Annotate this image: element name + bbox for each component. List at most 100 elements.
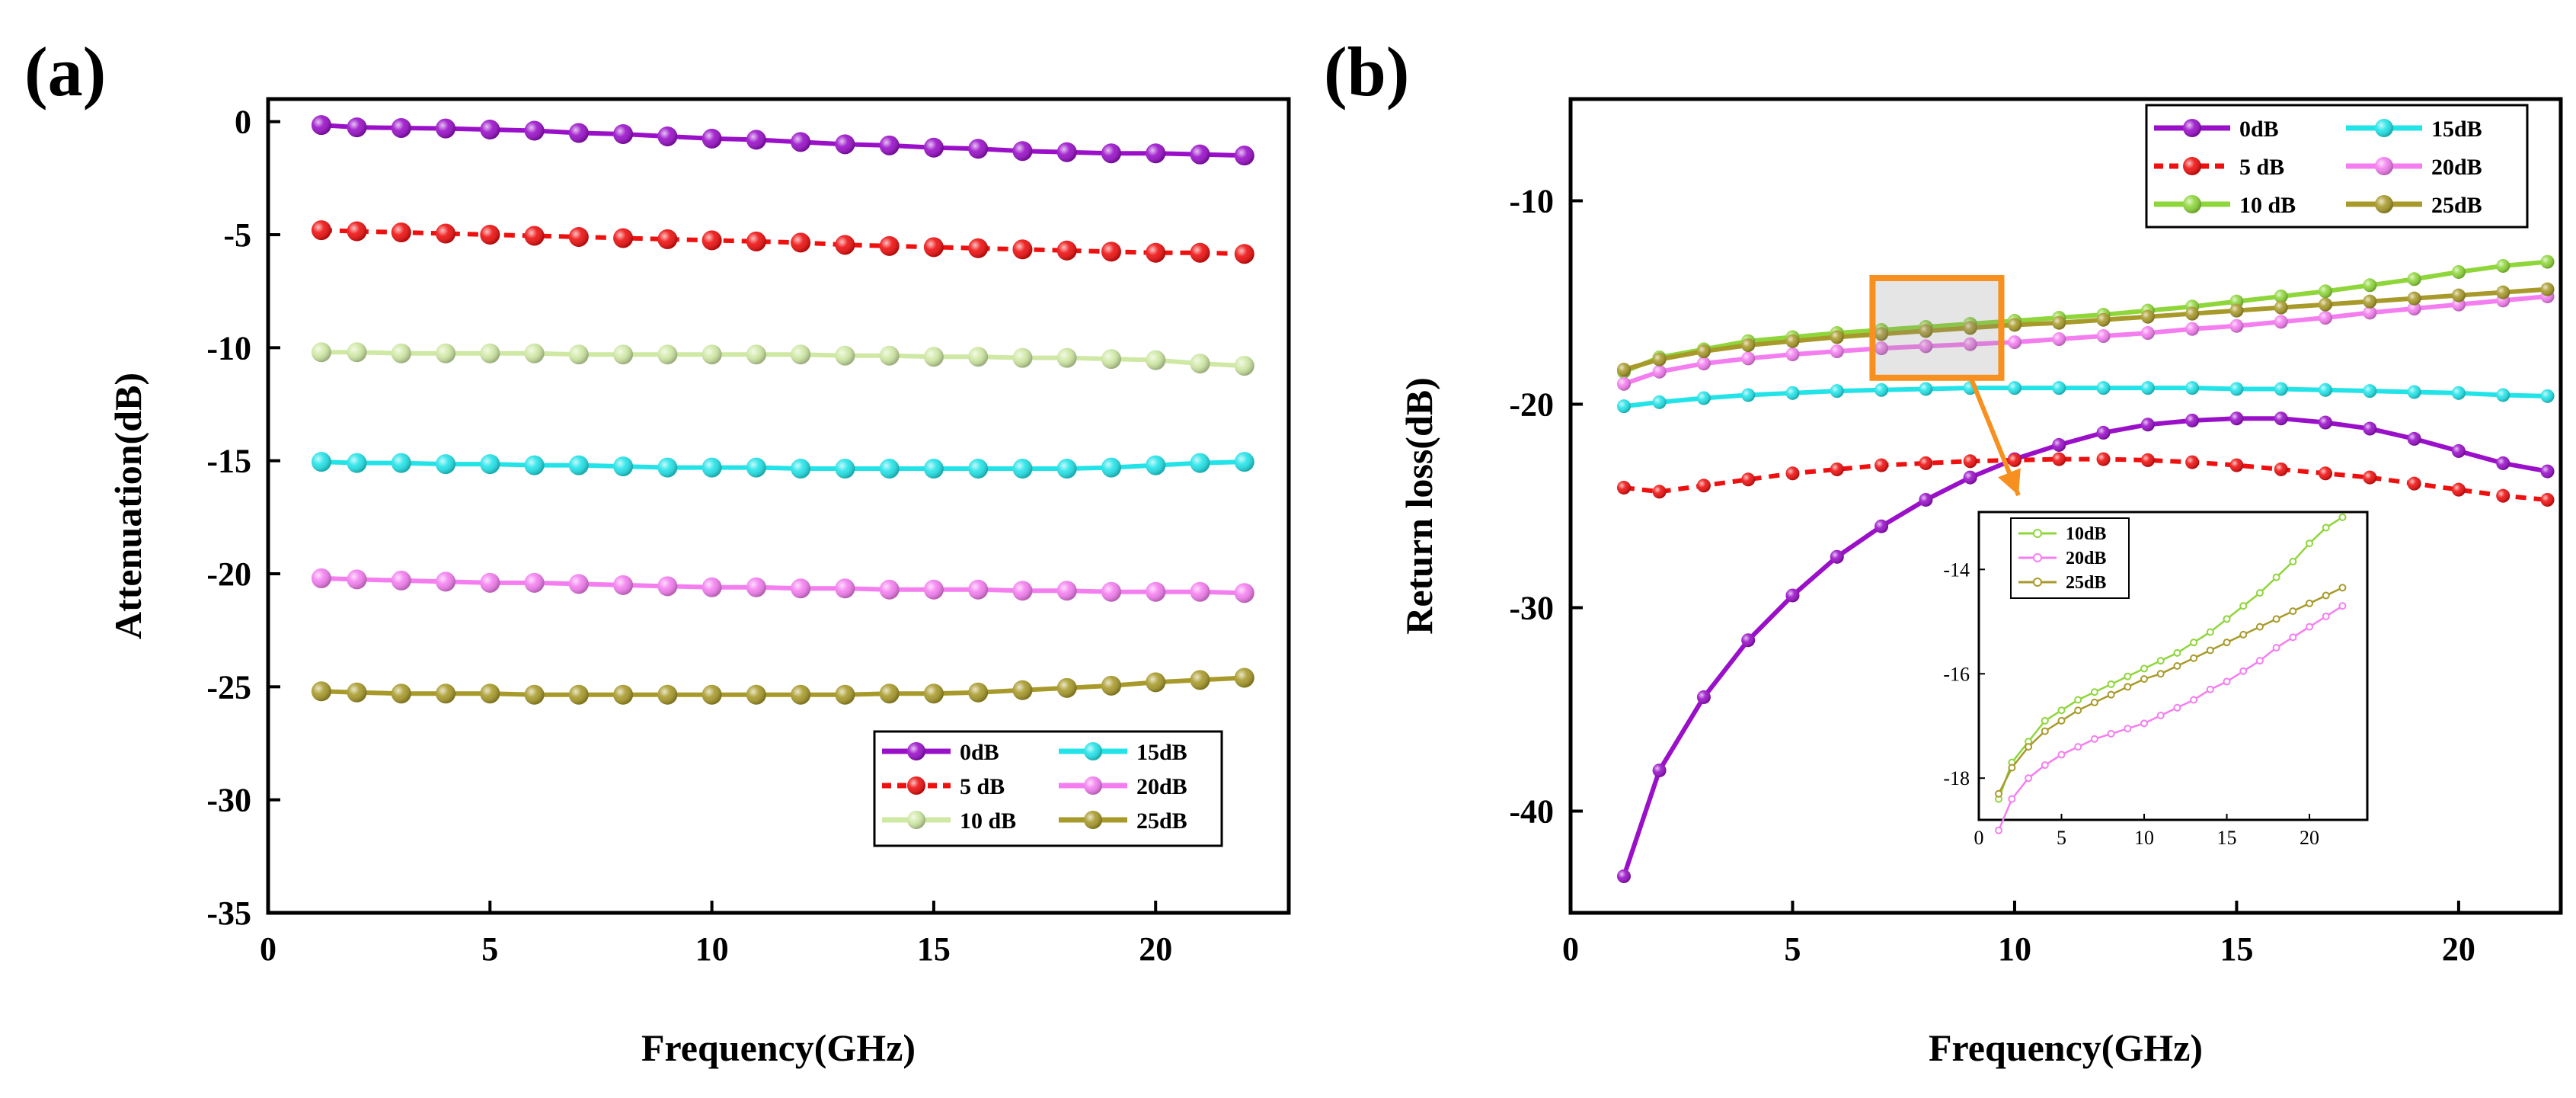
panel-a-data-point-shine bbox=[568, 684, 589, 705]
panel-a-data-point-shine bbox=[923, 237, 944, 258]
inset-data-point bbox=[2306, 623, 2314, 631]
panel-b-data-point-shine bbox=[1963, 321, 1977, 335]
panel-b-data-point-shine bbox=[2407, 272, 2421, 287]
panel-a-y-tick-label: -30 bbox=[206, 782, 251, 819]
panel-b-data-point-shine bbox=[2540, 389, 2555, 403]
panel-b-series-line bbox=[1622, 416, 2549, 877]
inset-data-point bbox=[2140, 719, 2149, 728]
panel-b-data-point-shine bbox=[2096, 425, 2111, 440]
panel-a-data-point-shine bbox=[835, 578, 855, 599]
inset-data-point bbox=[2041, 716, 2049, 725]
panel-a-data-point-shine bbox=[568, 455, 589, 475]
panel-b-data-point-shine bbox=[1696, 344, 1711, 359]
panel-b-data-point-shine bbox=[1696, 690, 1711, 704]
panel-a-data-point-shine bbox=[1012, 680, 1033, 700]
legend-label-25dB: 25dB bbox=[1136, 808, 1187, 834]
panel-b-zoom-box bbox=[1869, 274, 2021, 497]
panel-b-data-point-shine bbox=[2363, 306, 2377, 320]
panel-a-x-tick-label: 10 bbox=[695, 930, 729, 968]
panel-a-data-point-shine bbox=[1056, 459, 1077, 479]
panel-a-data-point-shine bbox=[835, 134, 855, 155]
inset-data-point bbox=[2173, 703, 2181, 712]
panel-a-data-point-shine bbox=[923, 137, 944, 158]
panel-b-data-point-shine bbox=[2496, 258, 2510, 273]
panel-b-data-point-shine bbox=[2007, 381, 2021, 395]
inset-data-point bbox=[2090, 688, 2098, 696]
inset-data-point bbox=[2124, 725, 2132, 733]
inset-data-point bbox=[2090, 698, 2098, 706]
legend-marker-shine bbox=[907, 811, 925, 829]
legend-marker-shine bbox=[2375, 157, 2393, 175]
panel-a-data-point-shine bbox=[702, 230, 722, 251]
inset-data-point bbox=[2025, 774, 2033, 783]
panel-a-data-point-shine bbox=[391, 117, 411, 138]
panel-b-data-point-shine bbox=[2451, 264, 2466, 279]
inset-data-point bbox=[2041, 761, 2049, 770]
panel-b-data-point-shine bbox=[2274, 462, 2288, 476]
panel-a-data-point-shine bbox=[835, 345, 855, 366]
panel-a-data-point-shine bbox=[1190, 144, 1210, 165]
panel-b-chart: (b) -10 -20 -30 -40 0 5 10 15 20 Frequency(GHz)… bbox=[1324, 33, 2563, 1069]
panel-b-data-point-shine bbox=[2407, 476, 2421, 491]
panel-a-x-axis: 0 5 10 15 20 bbox=[260, 901, 1172, 968]
panel-b-data-point-shine bbox=[1696, 357, 1711, 371]
legend-marker-shine bbox=[1084, 811, 1102, 829]
panel-a-data-point-shine bbox=[923, 683, 944, 704]
inset-data-point bbox=[2223, 615, 2231, 623]
panel-b-legend: 0dB 5 dB 10 dB 15dB 20dB 25dB bbox=[2145, 104, 2529, 229]
panel-a-y-tick-label: -10 bbox=[206, 329, 251, 367]
legend-marker-shine bbox=[2375, 195, 2393, 213]
panel-a-data-point-shine bbox=[311, 452, 331, 472]
panel-b-data-point-shine bbox=[2052, 332, 2066, 347]
panel-a-data-point-shine bbox=[1012, 239, 1033, 260]
panel-b-data-point-shine bbox=[1785, 588, 1800, 603]
panel-b-data-point-shine bbox=[1741, 633, 1756, 648]
panel-a-data-point-shine bbox=[568, 344, 589, 365]
zoom-arrow-head bbox=[1998, 468, 2021, 495]
panel-b-label: (b) bbox=[1324, 33, 1409, 110]
inset-series-line bbox=[1997, 516, 2344, 800]
panel-a-data-point-shine bbox=[746, 344, 766, 365]
inset-data-point bbox=[2289, 607, 2297, 616]
panel-b-data-point-shine bbox=[1741, 338, 1756, 353]
panel-a-data-point-shine bbox=[1146, 350, 1166, 370]
panel-b-data-point-shine bbox=[2274, 382, 2288, 396]
inset-data-point bbox=[2008, 795, 2016, 803]
panel-b-series-line bbox=[1622, 294, 2548, 386]
panel-b-data-point-shine bbox=[2229, 411, 2244, 426]
panel-b-x-tick-label: 10 bbox=[1998, 930, 2031, 968]
panel-b-data-point-shine bbox=[1919, 382, 1933, 396]
panel-a-data-point-shine bbox=[746, 130, 766, 150]
panel-b-y-tick-label: -10 bbox=[1509, 183, 1554, 220]
panel-b-data-point-shine bbox=[2363, 294, 2377, 309]
panel-a-data-point-shine bbox=[746, 231, 766, 251]
inset-data-point bbox=[2074, 706, 2082, 715]
panel-b-data-point-shine bbox=[2496, 456, 2510, 470]
panel-b-inset: -14 -16 -18 0 5 10 15 20 10dB 20dB 25dB bbox=[1943, 511, 2369, 849]
panel-b-data-point-shine bbox=[2052, 452, 2066, 466]
panel-a-data-point-shine bbox=[1146, 672, 1166, 693]
panel-b-data-point-shine bbox=[2407, 385, 2421, 399]
panel-a-data-point-shine bbox=[436, 343, 456, 363]
panel-b-data-point-shine bbox=[1874, 519, 1889, 533]
panel-b-data-point-shine bbox=[2229, 303, 2244, 318]
panel-a-data-point-shine bbox=[657, 126, 678, 146]
panel-b-data-point-shine bbox=[2540, 492, 2555, 507]
panel-a-frame bbox=[266, 97, 1291, 915]
legend-label-20dB: 20dB bbox=[1136, 774, 1187, 799]
inset-y-tick-label: -18 bbox=[1943, 767, 1970, 789]
panel-b-data-point-shine bbox=[1616, 399, 1631, 414]
panel-b-y-tick-label: -20 bbox=[1509, 386, 1554, 424]
panel-a-x-tick-label: 20 bbox=[1139, 930, 1172, 968]
inset-series bbox=[1995, 513, 2347, 834]
panel-b-series-line bbox=[1622, 259, 2548, 374]
panel-a-data-point-shine bbox=[613, 456, 634, 477]
panel-a-y-tick-label: -5 bbox=[223, 216, 251, 254]
panel-b-data-point-shine bbox=[1830, 330, 1844, 344]
panel-b-data-point-shine bbox=[2140, 418, 2155, 432]
panel-a-data-point-shine bbox=[879, 135, 900, 155]
panel-b-data-point-shine bbox=[1874, 383, 1889, 397]
panel-a-data-point-shine bbox=[311, 568, 331, 588]
panel-a-data-point-shine bbox=[480, 572, 500, 593]
panel-a-series-20dB bbox=[311, 568, 1254, 603]
